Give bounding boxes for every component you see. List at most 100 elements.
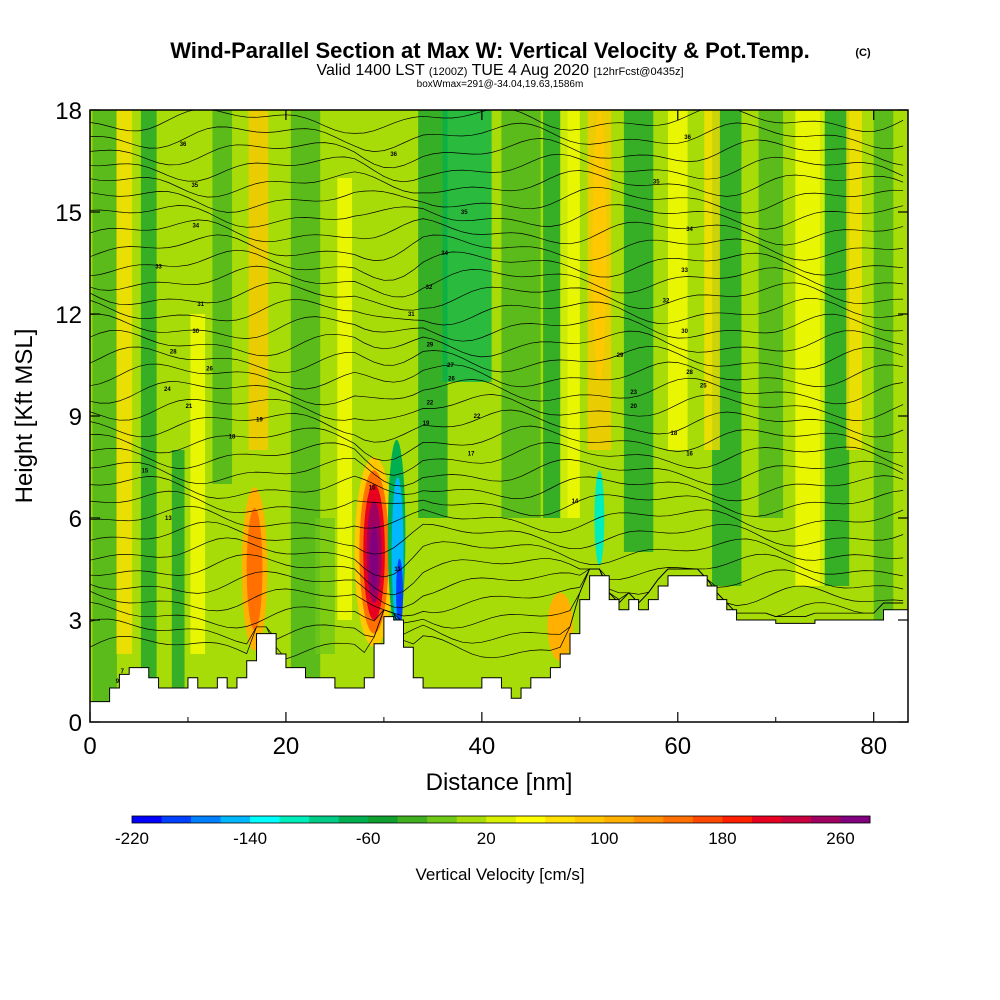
contour-label: 28 (686, 370, 693, 376)
contour-labels: 36 36 36 35 35 35 34 34 34 33 33 32 32 31 31 30 30 29 29 28… (116, 135, 707, 685)
colorbar-swatch (751, 816, 782, 823)
contour-label: 34 (441, 251, 448, 257)
isentrope-line (90, 282, 904, 311)
velocity-field (92, 110, 894, 722)
colorbar-swatch (397, 816, 428, 823)
isentrope-line (90, 568, 904, 617)
contour-label: 34 (192, 224, 199, 230)
isentrope-line (90, 297, 904, 326)
isentrope-line (90, 442, 904, 476)
copyright-mark: (C) (855, 47, 871, 59)
colorbar-swatch (781, 816, 812, 823)
contour-label: 32 (426, 285, 433, 291)
contour-label: 18 (671, 431, 678, 437)
isentrope-line (90, 409, 904, 443)
y-tick-label: 6 (69, 506, 82, 533)
isentrope-line (90, 329, 904, 358)
isentrope-line (90, 313, 904, 342)
isentrope-line (90, 204, 904, 230)
contour-label: 13 (165, 516, 172, 522)
colorbar-tick-label: 180 (708, 829, 736, 848)
contour-label: 23 (630, 390, 637, 396)
contour-label: 29 (427, 343, 434, 349)
valid-time-line: Valid 1400 LST (1200Z) TUE 4 Aug 2020 [1… (317, 62, 684, 79)
contour-label: 18 (229, 434, 236, 440)
colorbar-swatch (604, 816, 635, 823)
colorbar-swatch (810, 816, 841, 823)
colorbar-tick-label: -140 (233, 829, 267, 848)
x-tick-label: 20 (273, 733, 300, 760)
contour-label: 17 (468, 451, 475, 457)
box-max-info: boxWmax=291@-34.04,19.63,1586m (417, 79, 584, 90)
isentrope-line (90, 122, 904, 152)
colorbar-tick-label: 100 (590, 829, 618, 848)
colorbar-swatch (220, 816, 251, 823)
colorbar: -220 -140 -60 20 100 180 260 (115, 815, 871, 848)
velocity-band (442, 110, 492, 382)
isentrope-line (90, 377, 904, 406)
contour-label: 30 (681, 329, 688, 335)
colorbar-tick-label: -60 (356, 829, 381, 848)
isentrope-line (90, 457, 904, 487)
colorbar-swatch (486, 816, 517, 823)
contour-label: 28 (170, 349, 177, 355)
isentrope-line (90, 537, 904, 578)
colorbar-tick-label: 20 (477, 829, 496, 848)
velocity-band (667, 110, 688, 450)
contour-label: 16 (686, 451, 693, 457)
isentrope-line (90, 138, 904, 169)
x-axis: 0 20 40 60 80 (83, 110, 887, 760)
contour-label: 32 (663, 298, 670, 304)
plot-area: 36 36 36 35 35 35 34 34 34 33 33 32 32 31 31 30 30 29 29 28… (90, 110, 908, 722)
velocity-band (212, 110, 233, 484)
y-tick-label: 18 (55, 98, 82, 125)
contour-label: 20 (630, 404, 637, 410)
isentrope-line (90, 265, 904, 298)
velocity-band (315, 518, 335, 654)
isentrope-line (90, 475, 904, 502)
isentrope-line (90, 394, 904, 421)
x-tick-label: 0 (83, 733, 96, 760)
velocity-band (337, 178, 353, 620)
x-tick-label: 60 (664, 733, 691, 760)
chart-title: Wind-Parallel Section at Max W: Vertical… (170, 38, 810, 63)
y-tick-label: 15 (55, 200, 82, 227)
colorbar-swatch (692, 816, 723, 823)
contour-label: 36 (390, 152, 397, 158)
isentrope-line (90, 110, 904, 134)
colorbar-swatch (840, 816, 871, 823)
contour-label: 27 (447, 363, 454, 369)
contour-label: 35 (461, 210, 468, 216)
velocity-band (171, 450, 185, 688)
contour-label: 36 (684, 135, 691, 141)
y-tick-label: 12 (55, 302, 82, 329)
colorbar-swatch (722, 816, 753, 823)
contour-label: 26 (206, 366, 213, 372)
isentrope-line (90, 170, 904, 198)
contour-label: 33 (155, 264, 162, 270)
isentrope-line (90, 505, 904, 533)
colorbar-swatch (250, 816, 281, 823)
isentrope-line (90, 234, 904, 261)
contour-label: 24 (164, 387, 171, 393)
colorbar-swatch (338, 816, 369, 823)
contour-label: 35 (653, 179, 660, 185)
terrain-mask (90, 575, 908, 722)
contour-label: 21 (186, 404, 193, 410)
isentrope-line (90, 345, 904, 374)
contour-label: 15 (142, 468, 149, 474)
forecast-info: [12hrFcst@0435z] (593, 66, 683, 78)
colorbar-swatch (545, 816, 576, 823)
isentrope-line (90, 568, 904, 629)
velocity-band (758, 110, 784, 518)
velocity-band (248, 110, 269, 450)
isentrope-line (90, 553, 904, 596)
contour-label: 29 (617, 353, 624, 359)
contour-label: 33 (681, 268, 688, 274)
y-axis-label: Height [Kft MSL] (11, 329, 38, 504)
colorbar-swatch (574, 816, 605, 823)
colorbar-swatch (191, 816, 222, 823)
velocity-band (704, 110, 720, 450)
velocity-core (592, 110, 607, 382)
